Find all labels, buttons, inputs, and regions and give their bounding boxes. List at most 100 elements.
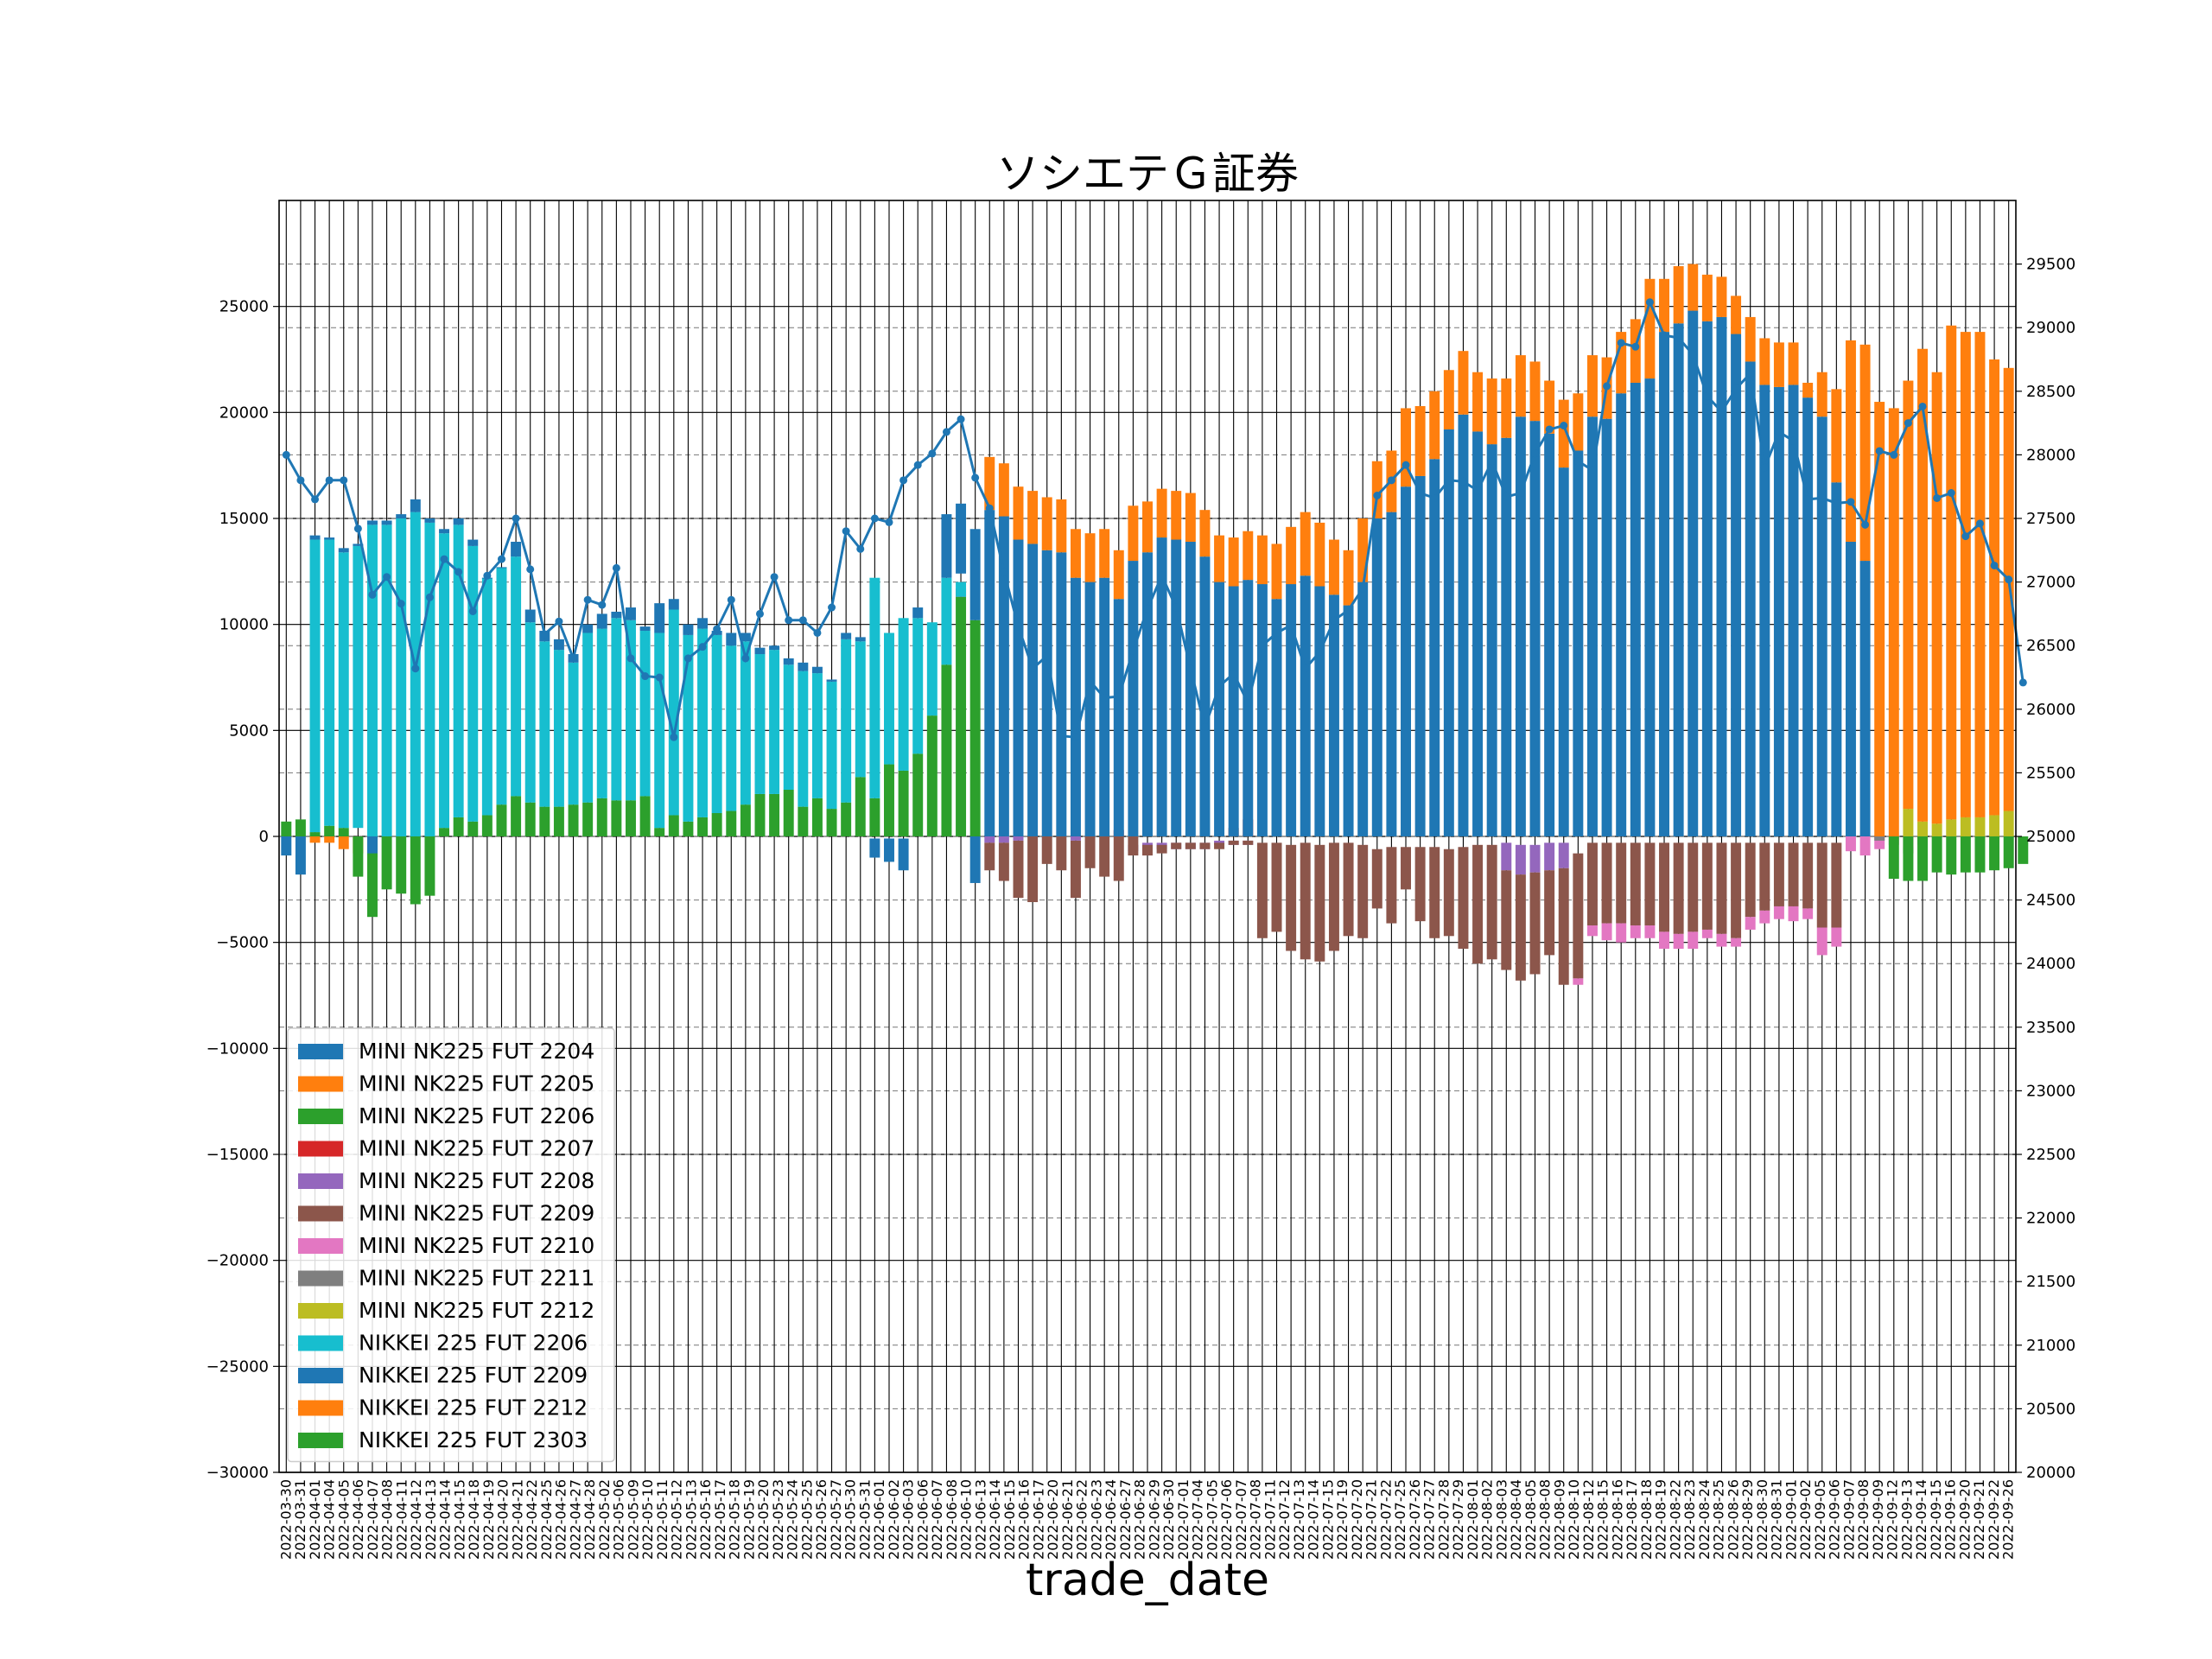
line-point [1660, 331, 1669, 340]
bar-series-11 [1401, 408, 1411, 487]
y-axis: −30000 −25000 −20000 −15000 −10000 −5000 0 5000… [207, 298, 279, 1482]
y-tick-label: 10000 [219, 616, 269, 634]
bar-series-11 [1228, 537, 1239, 587]
bar-series-10 [855, 637, 866, 642]
bar-series-11 [1573, 393, 1584, 451]
bar-series-8 [1917, 821, 1929, 836]
x-tick-label: 2022-04-26 [553, 1479, 569, 1560]
bar-series-5 [1701, 842, 1713, 930]
bar-series-4 [1558, 842, 1569, 868]
bar-series-5 [1214, 842, 1225, 849]
bar-series-10 [1199, 556, 1211, 836]
bar-series-5 [1544, 870, 1555, 956]
bar-series-10 [1171, 539, 1182, 836]
bar-layer [281, 264, 2029, 985]
bar-series-2 [582, 802, 594, 836]
bar-series-10 [1286, 584, 1297, 836]
bar-series-5 [1773, 842, 1784, 906]
bar-series-6 [1688, 931, 1699, 950]
line-point [1573, 457, 1582, 466]
line-point [1373, 492, 1382, 500]
bar-series-10 [1586, 416, 1598, 836]
line-point [1416, 489, 1425, 498]
bar-series-10 [1185, 541, 1196, 836]
bar-series-5 [1630, 842, 1641, 926]
bar-series-2 [969, 620, 981, 836]
x-tick-label: 2022-07-21 [1363, 1479, 1380, 1560]
bar-series-11 [2003, 367, 2014, 811]
bar-series-10 [611, 611, 622, 619]
bar-series-10 [769, 645, 780, 651]
bar-series-2 [295, 819, 306, 836]
x-tick-label: 2022-06-03 [900, 1479, 917, 1560]
bar-series-10 [1773, 386, 1784, 836]
bar-series-5 [1501, 870, 1512, 970]
bar-series-2 [611, 800, 622, 836]
bar-series-2 [481, 815, 493, 836]
line-point [598, 601, 607, 609]
bar-series-2 [841, 802, 852, 836]
bar-series-5 [1243, 840, 1254, 845]
bar-series-11 [1286, 526, 1297, 585]
bar-series-10 [1070, 577, 1081, 836]
bar-series-6 [1745, 917, 1756, 930]
bar-series-6 [1659, 931, 1669, 950]
y2-tick-label: 21000 [2026, 1337, 2075, 1355]
bar-series-5 [1716, 842, 1727, 934]
bar-series-2 [324, 825, 335, 836]
x-tick-label: 2022-05-18 [727, 1479, 743, 1560]
line-point [526, 565, 535, 574]
line-point [1215, 682, 1224, 690]
bar-series-11 [1802, 382, 1814, 398]
line-point [1732, 385, 1740, 393]
bar-series-2 [711, 812, 722, 836]
bar-series-12 [1974, 836, 1986, 873]
bar-series-10 [941, 514, 952, 578]
x-tick-label: 2022-04-22 [524, 1479, 540, 1560]
bar-series-5 [1529, 872, 1541, 975]
bar-series-10 [309, 535, 321, 540]
bar-series-5 [1458, 847, 1469, 950]
line-point [1545, 425, 1554, 434]
bar-series-11 [1314, 522, 1325, 587]
x-tick-label: 2022-08-23 [1681, 1479, 1698, 1560]
bar-series-11 [984, 456, 995, 511]
x-tick-label: 2022-08-17 [1624, 1479, 1640, 1560]
bar-series-5 [1199, 842, 1211, 849]
x-tick-label: 2022-09-01 [1783, 1479, 1799, 1560]
x-tick-label: 2022-04-13 [423, 1479, 439, 1560]
bar-series-11 [1931, 372, 1942, 824]
line-point [383, 573, 391, 582]
bar-series-11 [1586, 355, 1598, 417]
bar-series-12 [1989, 836, 2000, 871]
x-tick-label: 2022-04-04 [321, 1479, 338, 1560]
line-layer [282, 298, 2027, 741]
bar-series-5 [1156, 844, 1167, 854]
y-tick-label: 15000 [219, 510, 269, 528]
bar-series-11 [1142, 501, 1153, 553]
bar-series-10 [1486, 444, 1497, 836]
legend: MINI NK225 FUT 2204 MINI NK225 FUT 2205 MI… [287, 1027, 615, 1463]
x-tick-label: 2022-08-09 [1551, 1479, 1567, 1560]
bar-series-8 [1931, 823, 1942, 836]
bar-series-10 [1357, 582, 1369, 836]
bar-series-11 [1243, 531, 1254, 581]
x-tick-label: 2022-08-19 [1653, 1479, 1669, 1560]
bar-series-9 [496, 567, 507, 805]
x-tick-label: 2022-05-30 [842, 1479, 859, 1560]
bar-series-11 [1156, 488, 1167, 538]
legend-swatch [298, 1141, 343, 1157]
bar-series-2 [496, 804, 507, 836]
x-tick-label: 2022-06-08 [944, 1479, 960, 1560]
bar-series-10 [1573, 450, 1584, 836]
x-tick-label: 2022-05-09 [625, 1479, 641, 1560]
x-tick-label: 2022-04-18 [466, 1479, 482, 1560]
x-tick-label: 2022-07-26 [1407, 1479, 1423, 1560]
bar-series-9 [481, 577, 493, 816]
bar-series-9 [539, 641, 550, 807]
x-tick-label: 2022-06-21 [1059, 1479, 1076, 1560]
bar-series-2 [811, 798, 823, 836]
line-point [1143, 605, 1152, 613]
bar-series-5 [1659, 842, 1669, 932]
x-tick-label: 2022-06-17 [1030, 1479, 1046, 1560]
